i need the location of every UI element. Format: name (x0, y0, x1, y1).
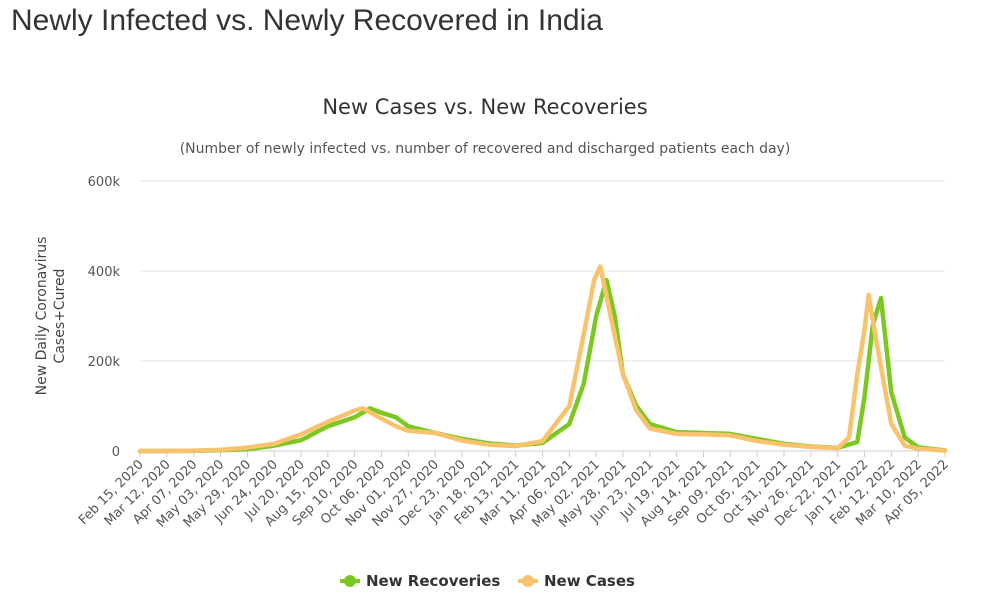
y-axis-ticks: 0 200k 400k 600k (88, 175, 121, 460)
y-tick-label: 600k (88, 175, 121, 190)
series-line-new-cases (137, 264, 948, 454)
legend-marker (522, 575, 534, 587)
legend-label: New Cases (544, 572, 635, 590)
legend[interactable]: New Recoveries New Cases (340, 572, 635, 590)
y-axis-title: New Daily Coronavirus Cases+Cured (34, 237, 68, 396)
series-line-new-recoveries (137, 277, 948, 454)
gridlines (140, 180, 945, 452)
legend-item-new-cases[interactable]: New Cases (518, 572, 635, 590)
chart-subtitle: (Number of newly infected vs. number of … (180, 141, 791, 157)
legend-marker (344, 575, 356, 587)
y-tick-label: 200k (88, 355, 121, 370)
legend-label: New Recoveries (366, 572, 500, 590)
y-tick-label: 400k (88, 265, 121, 280)
legend-item-new-recoveries[interactable]: New Recoveries (340, 572, 500, 590)
y-tick-label: 0 (112, 445, 120, 460)
chart-title: New Cases vs. New Recoveries (322, 95, 647, 119)
series-lines (137, 264, 948, 454)
page-heading: Newly Infected vs. Newly Recovered in In… (11, 4, 603, 37)
